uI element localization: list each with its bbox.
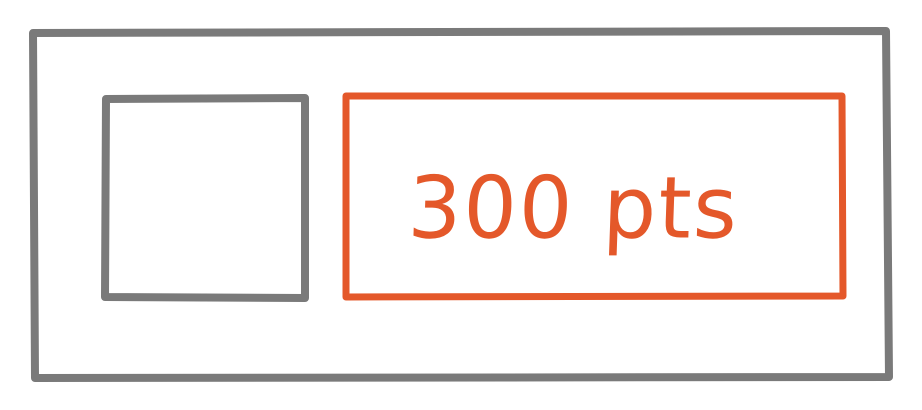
points-box-outline [342, 92, 847, 301]
image-placeholder-box [101, 94, 309, 302]
outer-container-outline [29, 27, 893, 382]
